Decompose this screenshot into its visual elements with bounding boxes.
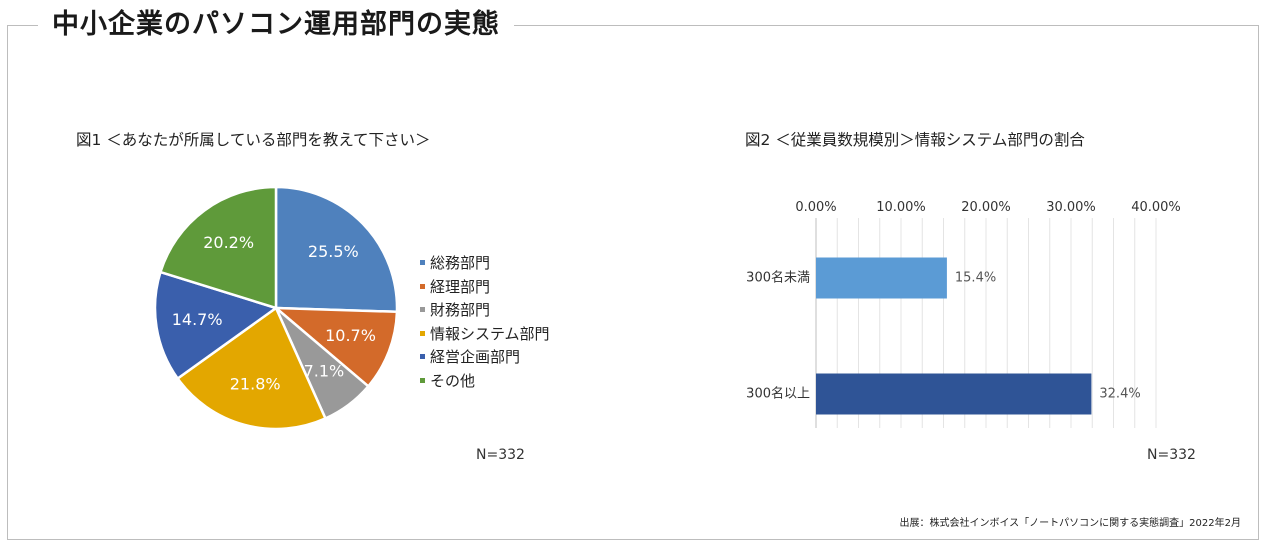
x-tick-label: 10.00%	[876, 200, 926, 215]
pie-data-label: 20.2%	[203, 233, 254, 252]
pie-legend: 総務部門 経理部門 財務部門 情報システム部門 経営企画部門 その他	[420, 251, 550, 392]
pie-slice	[158, 185, 278, 310]
legend-swatch	[420, 330, 425, 336]
pie-slice	[272, 306, 399, 389]
x-tick-label: 0.00%	[795, 200, 836, 215]
y-category-label: 300名未満	[746, 270, 810, 286]
legend-item: その他	[420, 369, 550, 393]
pie-sample-size: N=332	[476, 447, 525, 463]
pie-data-label: 7.1%	[304, 361, 345, 380]
legend-item: 経営企画部門	[420, 345, 550, 369]
bar-sample-size: N=332	[1147, 447, 1196, 463]
pie-data-label: 10.7%	[325, 326, 376, 345]
legend-item: 財務部門	[420, 298, 550, 322]
legend-swatch	[420, 377, 425, 383]
legend-swatch	[420, 354, 425, 360]
legend-item: 総務部門	[420, 251, 550, 275]
legend-label: 経営企画部門	[430, 348, 521, 367]
pie-slice	[274, 185, 399, 314]
bar-chart-title: 図2 ＜従業員数規模別＞情報システム部門の割合	[745, 131, 1085, 149]
bar	[816, 257, 947, 299]
source-note: 出展：株式会社インボイス「ノートパソコンに関する実態調査」2022年2月	[899, 518, 1241, 529]
legend-label: 財務部門	[430, 301, 491, 320]
pie-slice	[175, 306, 328, 431]
bar	[816, 373, 1092, 415]
x-tick-label: 40.00%	[1131, 200, 1181, 215]
bar-data-label: 32.4%	[1099, 387, 1140, 402]
x-tick-label: 30.00%	[1046, 200, 1096, 215]
y-category-label: 300名以上	[746, 386, 810, 402]
pie-data-label: 14.7%	[172, 310, 223, 329]
pie-data-label: 25.5%	[308, 242, 359, 261]
legend-swatch	[420, 307, 425, 313]
legend-label: 総務部門	[430, 254, 491, 273]
bar-data-label: 15.4%	[955, 271, 996, 286]
legend-label: その他	[430, 371, 476, 390]
x-tick-label: 20.00%	[961, 200, 1011, 215]
legend-label: 情報システム部門	[430, 324, 550, 343]
legend-item: 情報システム部門	[420, 322, 550, 346]
pie-data-label: 21.8%	[230, 375, 281, 394]
legend-label: 経理部門	[430, 277, 491, 296]
pie-chart-title: 図1 ＜あなたが所属している部門を教えて下さい＞	[76, 131, 431, 149]
legend-swatch	[420, 260, 425, 266]
legend-swatch	[420, 283, 425, 289]
page-title: 中小企業のパソコン運用部門の実態	[38, 6, 514, 44]
chart-frame	[7, 25, 1259, 540]
legend-item: 経理部門	[420, 275, 550, 299]
